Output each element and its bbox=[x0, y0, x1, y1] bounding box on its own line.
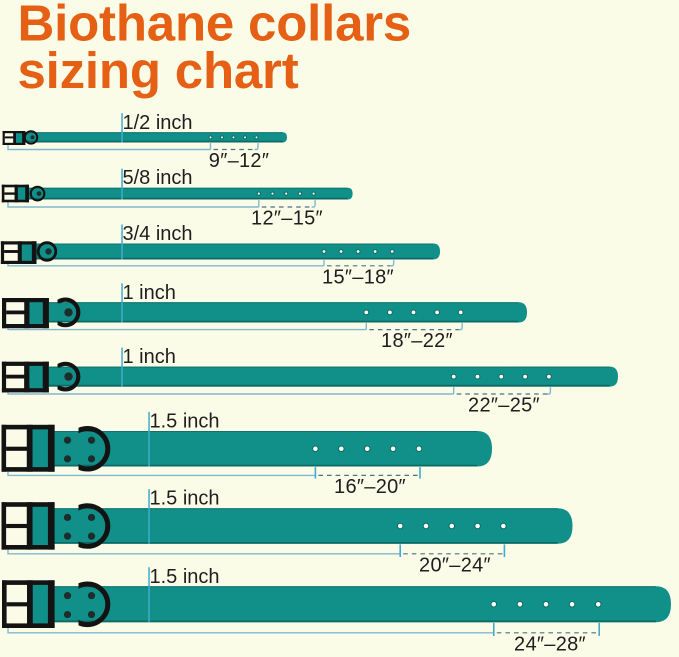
svg-text:1/2 inch: 1/2 inch bbox=[123, 112, 193, 134]
svg-text:1 inch: 1 inch bbox=[123, 282, 176, 304]
svg-text:1 inch: 1 inch bbox=[123, 346, 176, 368]
svg-text:18″–22″: 18″–22″ bbox=[381, 330, 453, 352]
svg-text:16″–20″: 16″–20″ bbox=[334, 476, 406, 498]
svg-text:1.5 inch: 1.5 inch bbox=[150, 488, 220, 510]
svg-text:22″–25″: 22″–25″ bbox=[468, 395, 540, 417]
svg-text:1.5 inch: 1.5 inch bbox=[150, 566, 220, 588]
svg-text:3/4 inch: 3/4 inch bbox=[123, 223, 193, 245]
svg-text:20″–24″: 20″–24″ bbox=[419, 554, 491, 576]
svg-text:12″–15″: 12″–15″ bbox=[251, 208, 323, 230]
svg-text:9″–12″: 9″–12″ bbox=[209, 150, 269, 172]
svg-text:15″–18″: 15″–18″ bbox=[322, 266, 394, 288]
svg-text:Biothane collars: Biothane collars bbox=[18, 0, 412, 52]
svg-text:5/8 inch: 5/8 inch bbox=[123, 167, 193, 189]
svg-text:24″–28″: 24″–28″ bbox=[514, 633, 586, 652]
svg-text:1.5 inch: 1.5 inch bbox=[150, 411, 220, 433]
svg-text:sizing chart: sizing chart bbox=[18, 42, 299, 99]
